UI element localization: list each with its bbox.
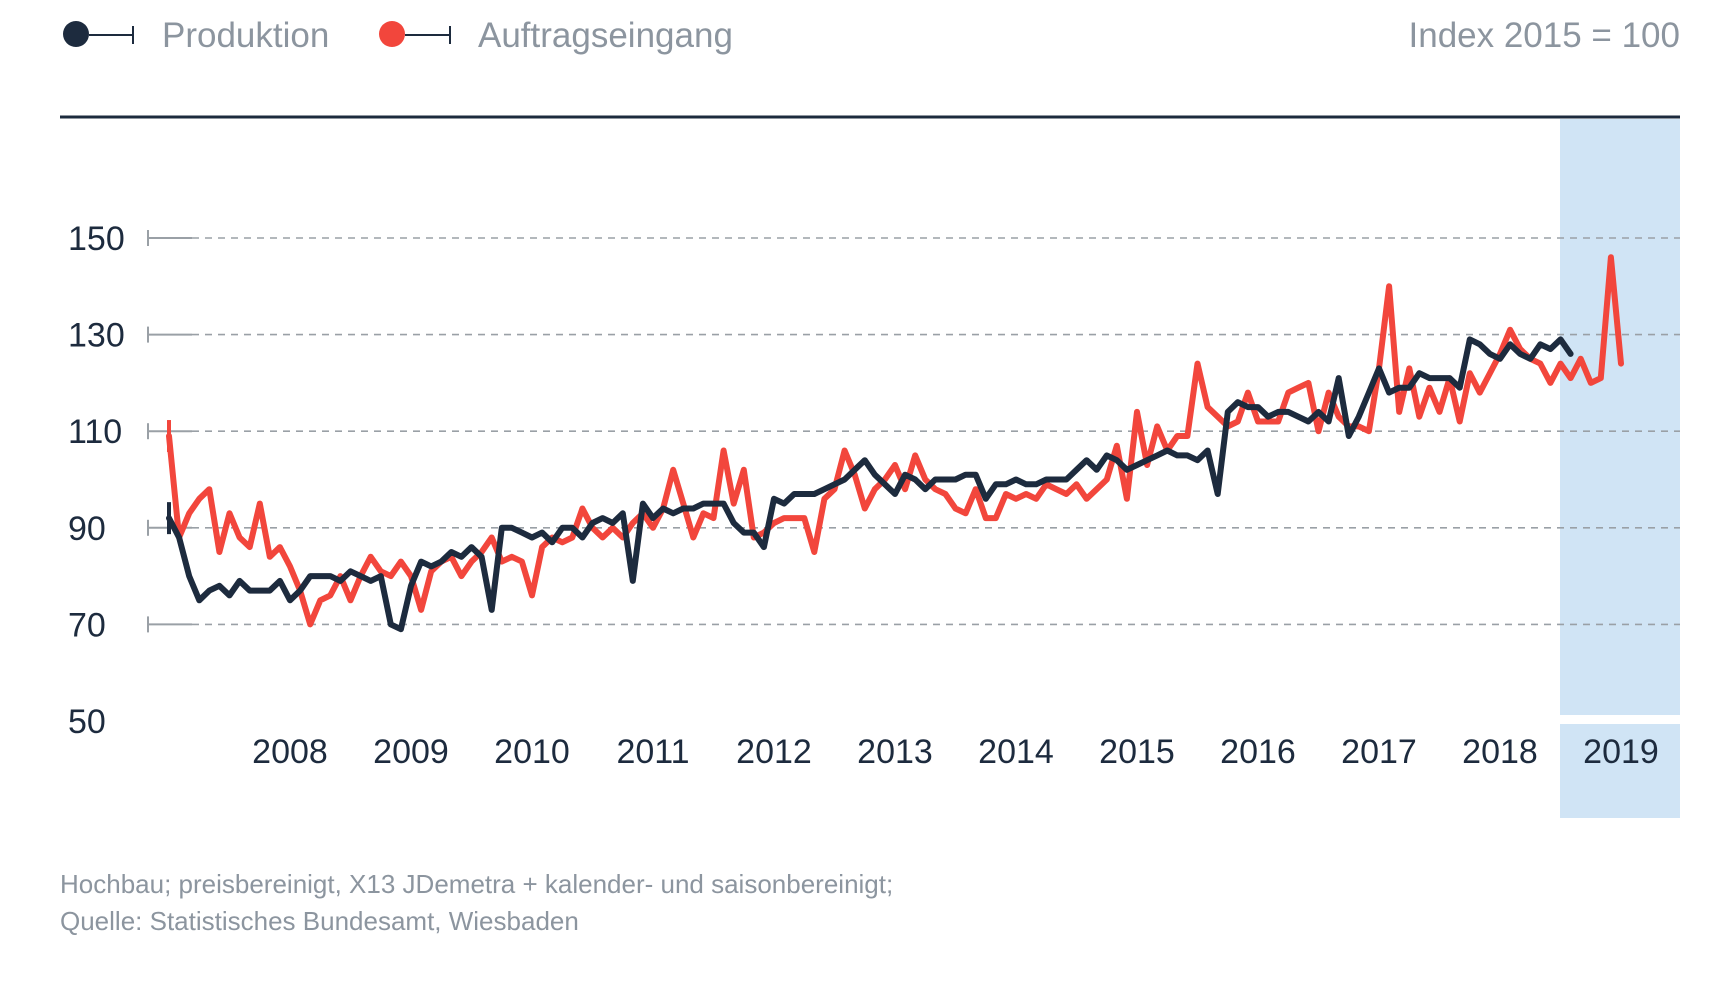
legend-marker-auftragseingang — [379, 21, 405, 47]
y-tick-label-150: 150 — [68, 220, 125, 258]
x-tick-label-2013: 2013 — [857, 733, 933, 771]
legend-label-produktion: Produktion — [162, 16, 329, 55]
legend-marker-produktion — [63, 21, 89, 47]
series-layer — [166, 254, 1624, 633]
x-tick-label-2008: 2008 — [252, 733, 328, 771]
legend: Produktion Auftragseingang — [63, 16, 733, 55]
index-label: Index 2015 = 100 — [1409, 16, 1681, 55]
source-note: Hochbau; preisbereinigt, X13 JDemetra + … — [60, 866, 893, 940]
x-axis: 2008 2009 2010 2011 2012 2013 2014 2015 2016 2017… — [252, 733, 1659, 771]
y-tick-label-50: 50 — [68, 703, 106, 741]
x-tick-label-2011: 2011 — [616, 733, 689, 771]
y-axis: 50 70 90 110 130 150 — [68, 220, 125, 741]
x-tick-label-2014: 2014 — [978, 733, 1054, 771]
x-tick-label-2012: 2012 — [736, 733, 812, 771]
grid-layer — [147, 230, 1680, 633]
x-tick-label-2018: 2018 — [1462, 733, 1538, 771]
x-tick-label-2019: 2019 — [1583, 733, 1659, 771]
highlight-band-plot — [1560, 119, 1680, 715]
legend-label-auftragseingang: Auftragseingang — [478, 16, 733, 55]
legend-item-produktion: Produktion — [63, 16, 329, 55]
x-tick-label-2017: 2017 — [1341, 733, 1417, 771]
series-line-auftragseingang — [166, 254, 1624, 628]
source-line-1: Hochbau; preisbereinigt, X13 JDemetra + … — [60, 869, 894, 899]
series-line-produktion — [166, 336, 1574, 633]
source-line-2: Quelle: Statistisches Bundesamt, Wiesbad… — [60, 906, 579, 936]
x-tick-label-2010: 2010 — [494, 733, 570, 771]
x-tick-label-2009: 2009 — [373, 733, 449, 771]
y-tick-label-70: 70 — [68, 606, 106, 644]
x-tick-label-2016: 2016 — [1220, 733, 1296, 771]
y-tick-label-130: 130 — [68, 317, 125, 355]
y-tick-label-90: 90 — [68, 510, 106, 548]
highlight-band-axis — [1560, 724, 1680, 818]
y-tick-label-110: 110 — [68, 413, 122, 451]
x-tick-label-2015: 2015 — [1099, 733, 1175, 771]
legend-item-auftragseingang: Auftragseingang — [379, 16, 733, 55]
